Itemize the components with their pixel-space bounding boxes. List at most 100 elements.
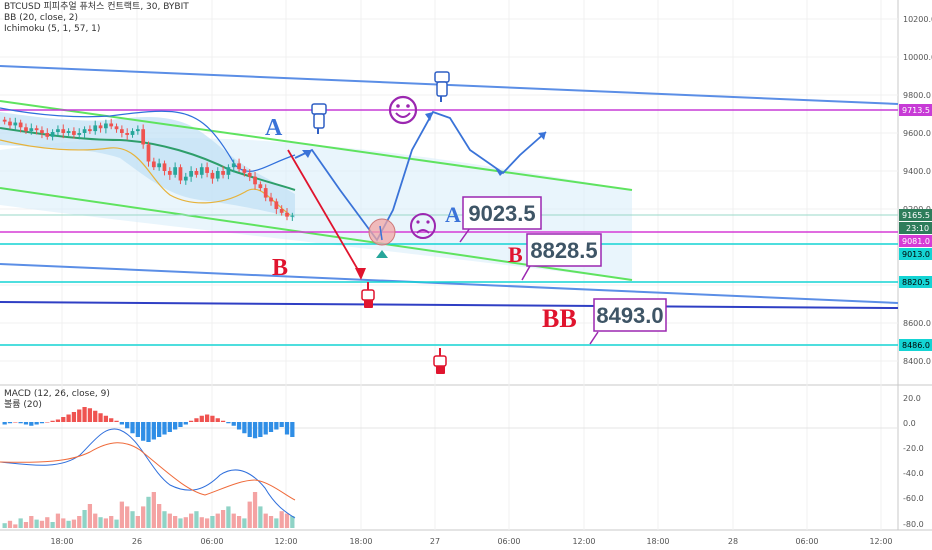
candle-body xyxy=(8,121,12,126)
macd-tick-4: -60.0 xyxy=(903,494,924,503)
volume-bar xyxy=(258,506,263,528)
macd-bar xyxy=(290,422,295,437)
candle-body xyxy=(162,163,167,171)
macd-bar xyxy=(93,410,98,422)
time-tick-0: 18:00 xyxy=(50,537,73,546)
macd-bar xyxy=(157,422,162,437)
volume-bar xyxy=(87,504,93,528)
channel-bottom-line xyxy=(0,263,899,304)
candle-body xyxy=(82,129,87,133)
macd-bar xyxy=(87,408,93,422)
candle-body xyxy=(114,126,119,130)
candle-body xyxy=(274,201,279,209)
legend-volume: 볼륨 (20) xyxy=(4,400,42,410)
candle-body xyxy=(237,163,241,170)
blue-arrowhead-2 xyxy=(425,112,433,121)
macd-bar xyxy=(220,420,226,422)
volume-bar xyxy=(188,513,194,528)
candles xyxy=(2,116,295,221)
blue-forecast-path xyxy=(294,110,547,242)
price-tag-9081-text: 9081.0 xyxy=(902,237,930,246)
macd-bar xyxy=(119,422,124,425)
legend-ichimoku: Ichimoku (5, 1, 57, 1) xyxy=(4,24,101,34)
volume-bar xyxy=(55,513,61,528)
time-tick-8: 18:00 xyxy=(646,537,669,546)
label-a-top: A xyxy=(265,115,283,141)
candle-body xyxy=(226,167,231,175)
volume-bar xyxy=(34,519,39,528)
macd-bar xyxy=(130,422,135,434)
price-tag-9013-text: 9013.0 xyxy=(902,250,930,259)
green-up-marker xyxy=(376,250,388,258)
callout-a: 9023.5 xyxy=(459,196,542,243)
volume-bar xyxy=(236,516,242,528)
price-tag-9165-text: 9165.5 xyxy=(902,211,930,220)
volume-bar xyxy=(66,520,71,528)
volume-bar xyxy=(226,506,231,528)
macd-bar xyxy=(183,422,188,425)
price-tag-9081: 9081.0 xyxy=(899,235,932,247)
volume-bar xyxy=(290,516,295,528)
macd-bar xyxy=(66,414,71,422)
volume-bar xyxy=(268,516,274,528)
volume-bar xyxy=(167,513,172,528)
macd-bar xyxy=(29,422,34,426)
candle-body xyxy=(199,167,204,175)
macd-bar xyxy=(114,420,119,422)
macd-bar xyxy=(268,422,274,432)
time-tick-10: 06:00 xyxy=(795,537,818,546)
volume-bar xyxy=(2,523,7,528)
price-tag-8486-text: 8486.0 xyxy=(902,341,930,350)
candle-body xyxy=(24,127,28,132)
volume-bar xyxy=(7,520,13,528)
volume-bar xyxy=(252,492,258,528)
macd-bar xyxy=(23,422,29,425)
macd-bar xyxy=(146,422,151,442)
callout-b-text: 8828.5 xyxy=(530,238,597,263)
red-arrowhead xyxy=(355,268,366,280)
hand-pointer-down-red-icon-2 xyxy=(433,348,447,374)
macd-bar xyxy=(13,422,18,423)
volume-bar xyxy=(204,518,210,528)
price-tag-9713-text: 9713.5 xyxy=(902,106,930,115)
volume-bar xyxy=(45,517,50,528)
candle-body xyxy=(146,144,151,162)
blue-arrowhead-3 xyxy=(495,168,503,176)
target-circle xyxy=(368,218,396,246)
volume-bar xyxy=(157,504,162,528)
price-tick-7: 8600.0 xyxy=(903,319,931,328)
candle-body xyxy=(157,163,162,168)
candle-body xyxy=(29,128,34,132)
volume-bar xyxy=(146,496,151,528)
price-tick-3: 9600.0 xyxy=(903,129,931,138)
macd-bar xyxy=(98,413,103,422)
candle-body xyxy=(263,188,268,198)
candle-body xyxy=(178,167,183,181)
macd-bar xyxy=(194,418,199,422)
candle-body xyxy=(279,209,284,213)
price-tag-time: 23:10 xyxy=(899,222,932,234)
channel-top-line xyxy=(0,65,899,105)
label-a-mid: A xyxy=(445,202,461,227)
candle-body xyxy=(210,172,215,179)
macd-tick-5: -80.0 xyxy=(903,520,924,529)
candle-body xyxy=(125,133,130,135)
macd-bar xyxy=(252,422,258,439)
macd-bar xyxy=(103,415,109,422)
legend-bb: BB (20, close, 2) xyxy=(4,13,79,23)
bb-middle-band xyxy=(0,127,296,191)
candle-body xyxy=(183,176,188,181)
macd-tick-1: 0.0 xyxy=(903,419,916,428)
candle-body xyxy=(269,197,273,202)
volume-bar xyxy=(279,511,284,528)
price-tick-8: 8400.0 xyxy=(903,357,931,366)
macd-bar xyxy=(258,422,263,437)
volume-bar xyxy=(173,516,178,528)
volume-bar xyxy=(109,516,114,528)
volume-bar xyxy=(274,518,279,528)
volume-bar xyxy=(130,511,135,528)
candle-body xyxy=(247,172,252,177)
volume-bar xyxy=(125,506,130,528)
volume-bar xyxy=(82,510,87,528)
